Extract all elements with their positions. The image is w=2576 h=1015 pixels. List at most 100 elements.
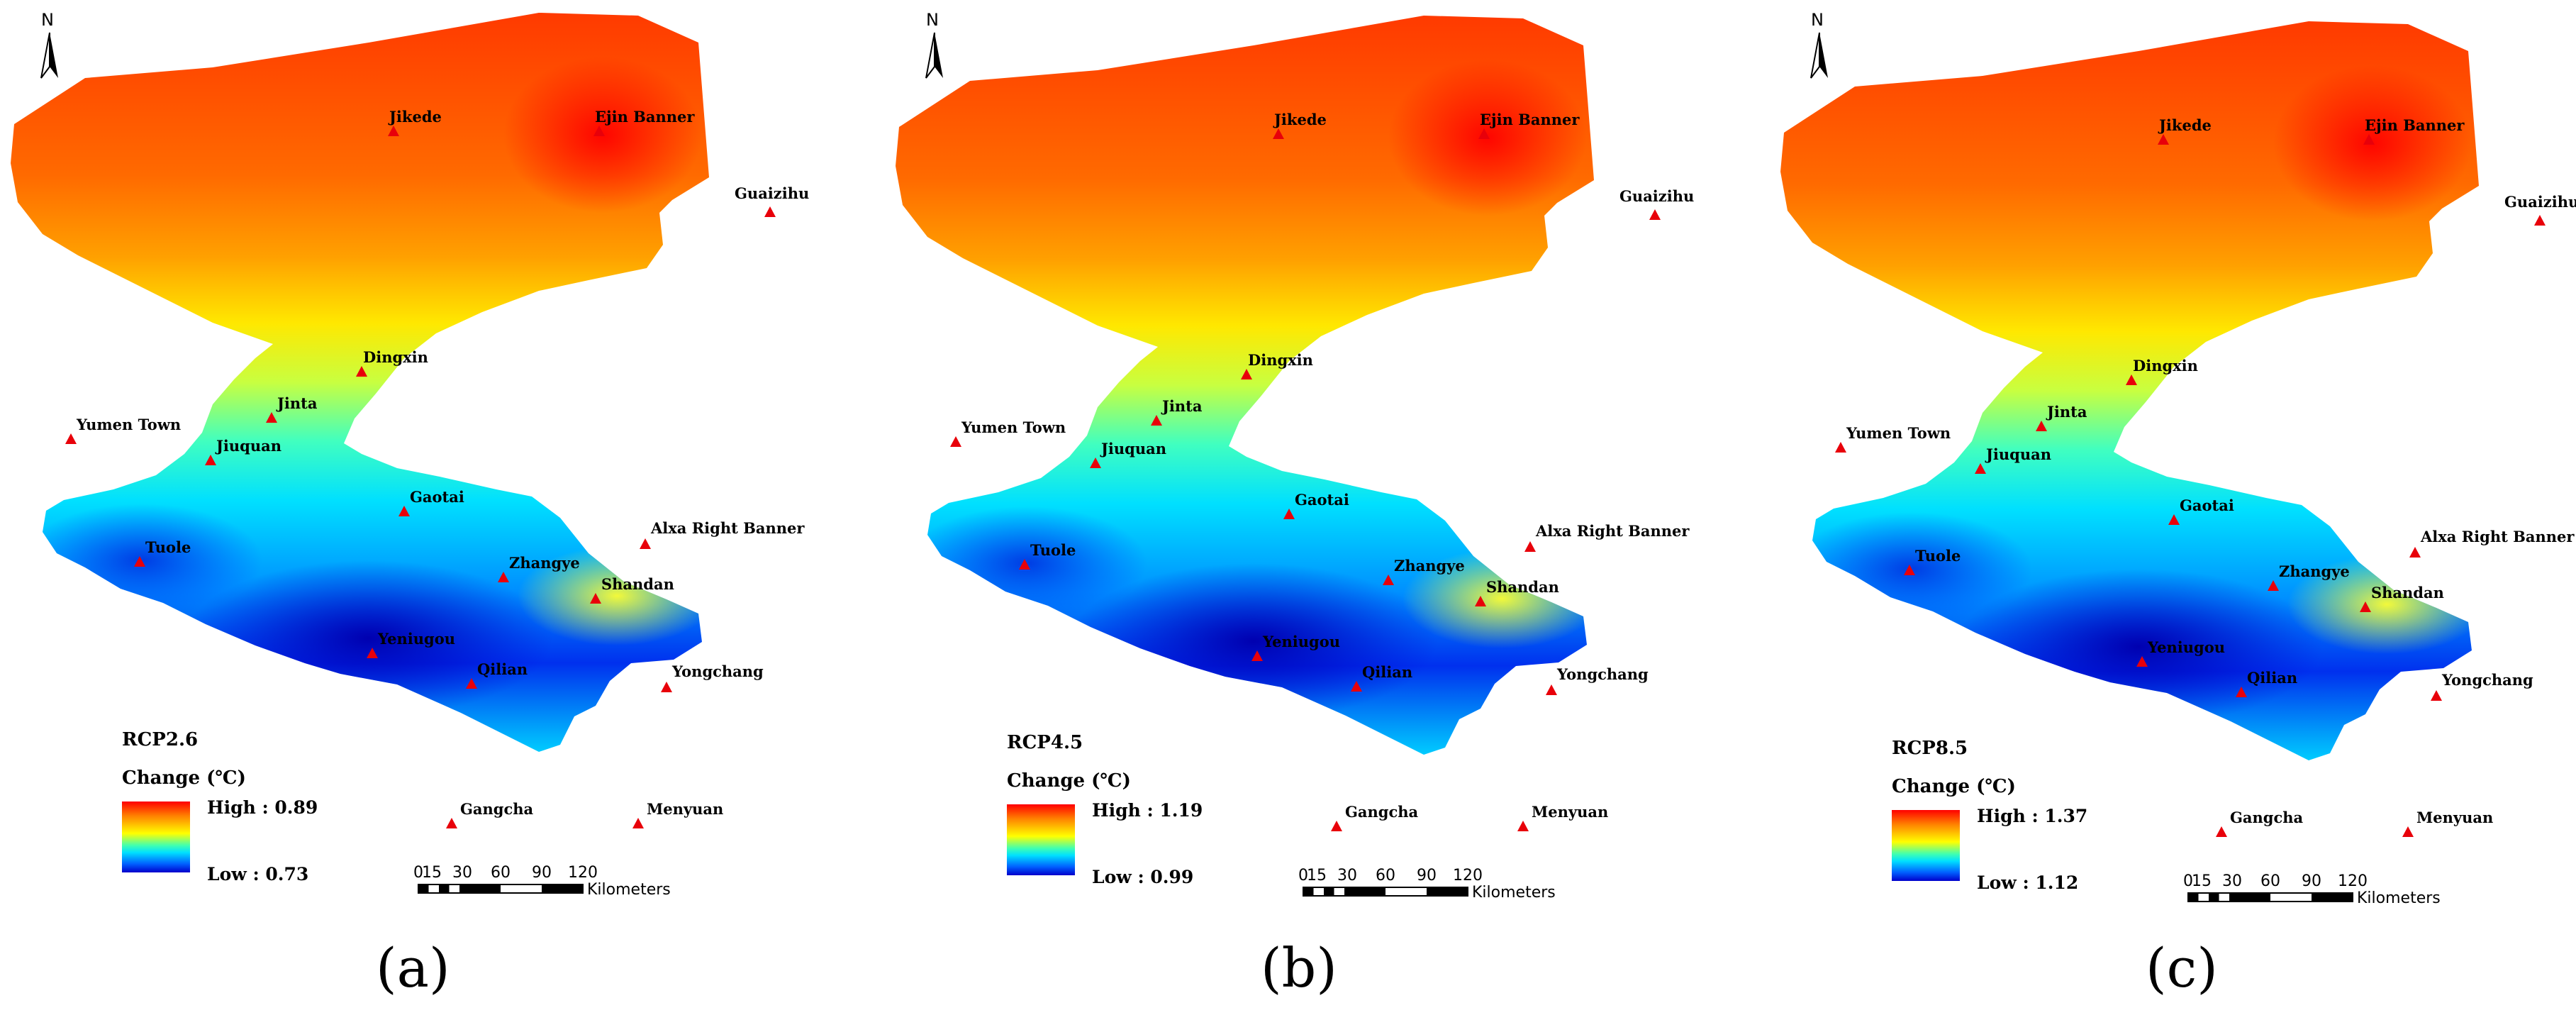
station-yeniugou: Yeniugou bbox=[367, 630, 455, 658]
station-label: Gaotai bbox=[1295, 491, 1349, 509]
station-qilian: Qilian bbox=[2236, 669, 2297, 697]
station-guaizihu: Guaizihu bbox=[735, 184, 809, 217]
station-guaizihu: Guaizihu bbox=[2504, 193, 2576, 226]
station-jiuquan: Jiuquan bbox=[205, 437, 281, 465]
legend-color-ramp bbox=[1892, 810, 1960, 881]
station-dingxin: Dingxin bbox=[1241, 351, 1313, 379]
station-shandan: Shandan bbox=[1475, 578, 1559, 606]
station-tuole: Tuole bbox=[1019, 541, 1076, 570]
scale-tick-label: 60 bbox=[2260, 872, 2280, 890]
scale-tick-label: 0 bbox=[1298, 867, 1308, 884]
station-marker-icon bbox=[2360, 601, 2371, 612]
scale-tick-label: 15 bbox=[2192, 872, 2212, 890]
station-dingxin: Dingxin bbox=[356, 348, 428, 377]
scale-unit: Kilometers bbox=[587, 881, 671, 899]
station-label: Jiuquan bbox=[1985, 445, 2051, 463]
station-label: Dingxin bbox=[363, 348, 428, 366]
scale-tick-label: 90 bbox=[1417, 867, 1437, 884]
station-guaizihu: Guaizihu bbox=[1619, 187, 1694, 220]
north-arrow: N bbox=[925, 10, 943, 79]
station-marker-icon bbox=[65, 433, 77, 444]
station-label: Alxa Right Banner bbox=[2420, 528, 2575, 545]
station-dingxin: Dingxin bbox=[2126, 357, 2198, 385]
station-label: Menyuan bbox=[2416, 809, 2493, 826]
map-svg: N Jikede Ejin Banner Guaizihu Dingxin Jinta Y… bbox=[896, 10, 1694, 902]
station-marker-icon bbox=[2158, 134, 2169, 145]
scale-tick-label: 120 bbox=[568, 864, 598, 882]
station-label: Guaizihu bbox=[735, 184, 809, 202]
station-gaotai: Gaotai bbox=[2168, 497, 2234, 525]
station-marker-icon bbox=[2036, 421, 2047, 431]
station-marker-icon bbox=[661, 682, 672, 692]
legend-color-ramp bbox=[122, 802, 190, 872]
station-tuole: Tuole bbox=[134, 538, 191, 567]
station-marker-icon bbox=[1151, 415, 1162, 426]
station-label: Tuole bbox=[145, 538, 191, 556]
station-label: Zhangye bbox=[509, 554, 580, 572]
station-label: Qilian bbox=[2247, 669, 2297, 687]
station-marker-icon bbox=[2409, 547, 2421, 558]
station-marker-icon bbox=[1383, 575, 1394, 585]
panel-caption: (b) bbox=[1261, 936, 1337, 999]
station-ejin-banner: Ejin Banner bbox=[1478, 111, 1580, 139]
legend-low-value: Low : 0.99 bbox=[1092, 867, 1194, 887]
station-marker-icon bbox=[1331, 821, 1342, 831]
station-gaotai: Gaotai bbox=[398, 488, 464, 516]
station-marker-icon bbox=[388, 126, 399, 136]
scale-tick-label: 60 bbox=[1376, 867, 1395, 884]
station-gangcha: Gangcha bbox=[2216, 809, 2304, 837]
station-zhangye: Zhangye bbox=[498, 554, 580, 582]
scale-tick-label: 30 bbox=[1337, 867, 1357, 884]
station-shandan: Shandan bbox=[2360, 584, 2444, 612]
scale-tick-label: 30 bbox=[2222, 872, 2242, 890]
station-zhangye: Zhangye bbox=[1383, 557, 1465, 585]
station-jinta: Jinta bbox=[266, 394, 318, 423]
station-marker-icon bbox=[764, 206, 776, 217]
scale-bar: 015 30 60 90 120 Kilometers bbox=[413, 864, 671, 899]
station-layer: Jikede Ejin Banner Guaizihu Dingxin Jinta Yum… bbox=[1835, 116, 2576, 837]
scale-unit: Kilometers bbox=[1472, 884, 1556, 902]
station-marker-icon bbox=[266, 412, 277, 423]
station-label: Tuole bbox=[1030, 541, 1076, 559]
station-jiuquan: Jiuquan bbox=[1975, 445, 2051, 474]
station-label: Jikede bbox=[1273, 111, 1327, 128]
study-region bbox=[1780, 21, 2479, 760]
station-label: Guaizihu bbox=[2504, 193, 2576, 211]
station-marker-icon bbox=[2236, 687, 2247, 697]
station-label: Jinta bbox=[276, 394, 318, 412]
station-label: Guaizihu bbox=[1619, 187, 1694, 205]
station-label: Gangcha bbox=[2230, 809, 2304, 826]
station-marker-icon bbox=[1019, 559, 1030, 570]
station-ejin-banner: Ejin Banner bbox=[593, 108, 695, 136]
station-label: Yumen Town bbox=[1846, 424, 1951, 442]
station-label: Shandan bbox=[2371, 584, 2444, 601]
station-yongchang: Yongchang bbox=[2431, 671, 2533, 701]
scale-tick-label: 90 bbox=[2302, 872, 2321, 890]
station-marker-icon bbox=[2126, 375, 2137, 385]
station-label: Dingxin bbox=[1248, 351, 1313, 369]
station-label: Yumen Town bbox=[961, 418, 1066, 436]
station-gangcha: Gangcha bbox=[1331, 803, 1419, 831]
station-marker-icon bbox=[632, 818, 644, 828]
station-marker-icon bbox=[466, 678, 477, 689]
station-yongchang: Yongchang bbox=[1546, 665, 1649, 695]
scale-tick-label: 90 bbox=[532, 864, 552, 882]
station-alxa-right-banner: Alxa Right Banner bbox=[640, 519, 805, 549]
station-label: Jiuquan bbox=[215, 437, 281, 455]
station-menyuan: Menyuan bbox=[632, 800, 723, 828]
map-svg: N Jikede Ejin Banner Guaizihu Dingxin Jinta Y… bbox=[11, 10, 809, 899]
station-label: Qilian bbox=[1362, 663, 1412, 681]
station-label: Ejin Banner bbox=[1480, 111, 1580, 128]
scale-tick-label: 60 bbox=[491, 864, 511, 882]
station-jikede: Jikede bbox=[1273, 111, 1327, 139]
station-marker-icon bbox=[1649, 209, 1661, 220]
station-label: Yongchang bbox=[671, 662, 764, 680]
scenario-label: RCP8.5 bbox=[1892, 738, 1968, 759]
station-label: Yeniugou bbox=[377, 630, 455, 648]
station-marker-icon bbox=[1478, 128, 1490, 139]
legend-title: Change (℃) bbox=[122, 767, 246, 789]
station-label: Shandan bbox=[1486, 578, 1559, 596]
scenario-label: RCP4.5 bbox=[1007, 732, 1083, 753]
station-yongchang: Yongchang bbox=[661, 662, 764, 692]
scale-tick-label: 0 bbox=[2183, 872, 2193, 890]
